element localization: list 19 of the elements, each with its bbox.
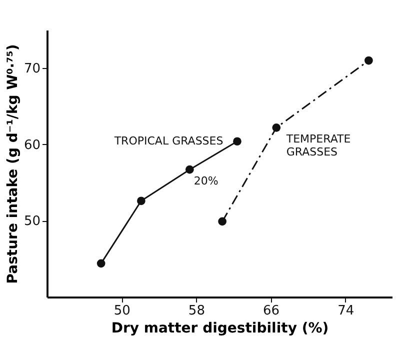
annotation: TROPICAL GRASSES bbox=[113, 134, 224, 148]
y-axis-title: Pasture intake (g d⁻¹/kg W⁰·⁷⁵) bbox=[4, 44, 21, 284]
point bbox=[364, 56, 373, 65]
point bbox=[96, 259, 106, 268]
x-tick-label: 66 bbox=[263, 304, 280, 318]
point bbox=[136, 196, 146, 206]
y-tick-label: 60 bbox=[24, 138, 40, 153]
annotation: 20% bbox=[194, 174, 218, 188]
x-tick-label: 50 bbox=[114, 304, 130, 318]
x-tick-label: 58 bbox=[188, 304, 205, 318]
point bbox=[218, 217, 226, 226]
x-tick-label: 74 bbox=[338, 304, 354, 318]
point bbox=[233, 137, 242, 146]
y-tick-label: 70 bbox=[24, 62, 40, 77]
annotation: TEMPERATE GRASSES bbox=[285, 132, 351, 159]
point bbox=[272, 123, 281, 132]
point bbox=[185, 165, 194, 174]
y-tick-label: 50 bbox=[24, 214, 40, 230]
x-axis-title: Dry matter digestibility (%) bbox=[111, 320, 329, 336]
